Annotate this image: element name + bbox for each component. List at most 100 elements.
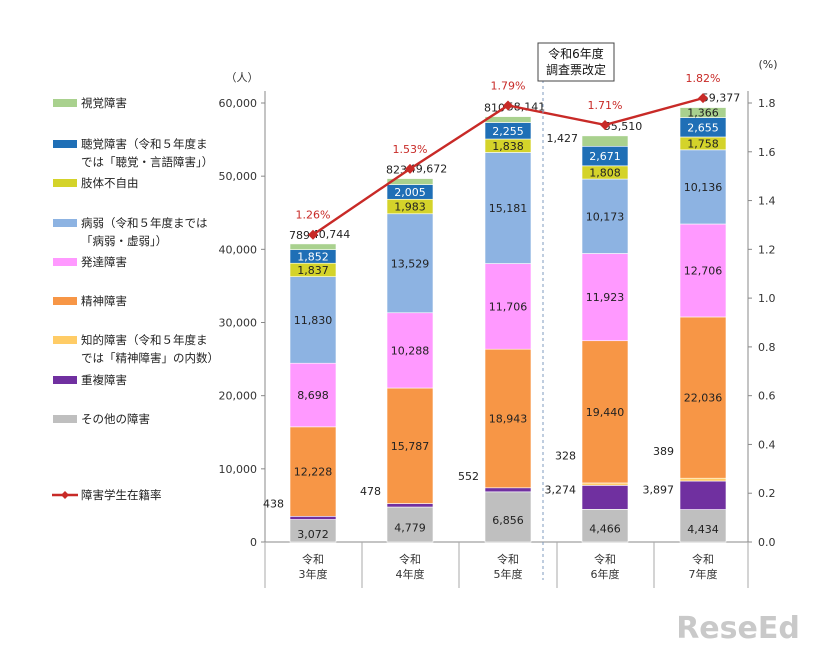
legend-swatch — [53, 179, 77, 187]
revision-note-text: 令和6年度 — [548, 46, 604, 61]
bar-value-label: 3,072 — [297, 528, 329, 541]
left-tick-label: 30,000 — [219, 317, 258, 330]
right-axis-unit: (%) — [758, 58, 777, 71]
bar-value-label: 10,173 — [586, 210, 625, 223]
right-tick-label: 0.6 — [758, 390, 776, 403]
right-tick-label: 1.2 — [758, 243, 776, 256]
bar-segment — [386, 312, 434, 389]
bar-value-label: 1,838 — [492, 140, 524, 153]
bar-segment — [289, 516, 337, 520]
bar-total-label: 49,672 — [409, 163, 448, 176]
bar-value-label: 4,779 — [394, 522, 426, 535]
left-tick-label: 60,000 — [219, 97, 258, 110]
legend-swatch — [53, 99, 77, 107]
legend-label: 病弱（令和５年度までは — [81, 216, 208, 230]
rate-point — [503, 100, 513, 111]
revision-note-box — [537, 42, 615, 82]
category-label: 令和 — [594, 552, 616, 566]
bar-value-label: 15,181 — [489, 202, 528, 215]
bar-segment — [679, 509, 727, 543]
bar-value-label: 2,671 — [589, 150, 621, 163]
bar-value-label: 789 — [289, 229, 310, 242]
legend-label: 肢体不自由 — [81, 176, 139, 190]
bar-value-label: 19,440 — [586, 406, 625, 419]
bar-value-label: 389 — [653, 445, 674, 458]
left-tick-label: 0 — [250, 536, 257, 549]
legend-swatch — [53, 258, 77, 266]
bar-value-label: 1,983 — [394, 201, 426, 214]
legend-label: 聴覚障害（令和５年度ま — [81, 137, 208, 151]
bar-segment — [289, 426, 337, 517]
category-label: 5年度 — [494, 567, 523, 581]
bar-value-label: 1,837 — [297, 264, 329, 277]
bar-segment — [679, 480, 727, 510]
bar-value-label: 1,808 — [589, 166, 621, 179]
right-tick-label: 1.8 — [758, 97, 776, 110]
bar-segment — [679, 477, 727, 482]
bar-value-label: 11,923 — [586, 291, 625, 304]
legend-swatch — [53, 336, 77, 344]
category-label: 令和 — [302, 552, 324, 566]
right-tick-label: 0.4 — [758, 438, 776, 451]
bar-segment — [581, 135, 629, 147]
left-tick-label: 40,000 — [219, 243, 258, 256]
legend-swatch — [53, 376, 77, 384]
rate-label: 1.53% — [393, 143, 428, 156]
bar-value-label: 6,856 — [492, 514, 524, 527]
watermark-logo: ReseEd — [676, 611, 800, 646]
legend-label: 知的障害（令和５年度ま — [81, 333, 208, 347]
rate-label: 1.79% — [491, 79, 526, 92]
bar-segment — [386, 387, 434, 504]
bar-value-label: 328 — [555, 449, 576, 462]
bar-segment — [386, 503, 434, 508]
bar-segment — [484, 263, 532, 350]
bar-segment — [289, 362, 337, 428]
bar-segment — [581, 340, 629, 484]
right-tick-label: 0.0 — [758, 536, 776, 549]
bar-value-label: 1,366 — [687, 107, 719, 120]
bar-segment — [289, 243, 337, 250]
bar-segment — [581, 509, 629, 543]
bar-segment — [386, 178, 434, 185]
legend-label: その他の障害 — [81, 412, 150, 426]
bar-segment — [679, 107, 727, 118]
left-tick-label: 20,000 — [219, 390, 258, 403]
bar-value-label: 11,830 — [294, 314, 333, 327]
bar-segment — [386, 213, 434, 314]
left-tick-label: 50,000 — [219, 170, 258, 183]
legend-marker — [61, 491, 69, 499]
legend-label: 「病弱・虚弱」） — [81, 234, 167, 248]
category-label: 令和 — [692, 552, 714, 566]
legend-label: では「聴覚・言語障害」） — [81, 155, 213, 169]
category-label: 令和 — [399, 552, 421, 566]
legend-swatch — [53, 219, 77, 227]
legend-label: 発達障害 — [81, 255, 127, 269]
rate-label: 1.82% — [686, 72, 721, 85]
legend-swatch — [53, 415, 77, 423]
rate-point — [600, 119, 610, 130]
legend-label: 障害学生在籍率 — [81, 488, 162, 502]
bar-total-label: 40,744 — [312, 228, 351, 241]
revision-note-text: 調査票改定 — [546, 62, 606, 77]
bar-segment — [581, 485, 629, 510]
bar-segment — [679, 223, 727, 318]
bar-value-label: 2,655 — [687, 121, 719, 134]
bar-value-label: 15,787 — [391, 440, 430, 453]
rate-line: 1.26% 1.53% 1.79% 1.71% 1.82% — [296, 72, 721, 240]
bar-value-label: 4,434 — [687, 523, 719, 536]
bar-segment — [484, 491, 532, 543]
bar-value-label: 13,529 — [391, 257, 430, 270]
bar-value-label: 1,427 — [547, 132, 579, 145]
category-label: 3年度 — [299, 567, 328, 581]
bar-segment — [484, 487, 532, 493]
bar-value-label: 1,758 — [687, 137, 719, 150]
bar-segment — [581, 482, 629, 486]
bar-segment — [581, 253, 629, 342]
bar-value-label: 10,136 — [684, 181, 723, 194]
rate-point — [405, 163, 415, 174]
right-tick-label: 1.6 — [758, 146, 776, 159]
legend-label: 重複障害 — [81, 373, 127, 387]
bar-value-label: 438 — [263, 498, 284, 511]
